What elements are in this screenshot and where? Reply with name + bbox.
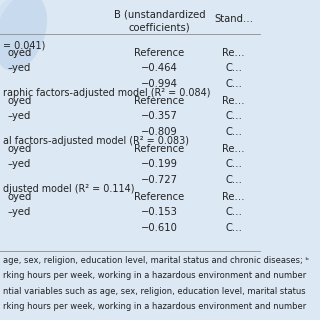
Text: −0.357: −0.357 bbox=[141, 111, 178, 121]
Text: rking hours per week, working in a hazardous environment and number: rking hours per week, working in a hazar… bbox=[3, 302, 306, 311]
Text: Re…: Re… bbox=[222, 96, 245, 106]
Text: −0.994: −0.994 bbox=[141, 78, 178, 89]
Text: raphic factors-adjusted model (R² = 0.084): raphic factors-adjusted model (R² = 0.08… bbox=[3, 88, 210, 98]
Text: al factors-adjusted model (R² = 0.083): al factors-adjusted model (R² = 0.083) bbox=[3, 136, 188, 146]
Text: oyed: oyed bbox=[8, 192, 32, 202]
Text: Re…: Re… bbox=[222, 192, 245, 202]
Text: Stand…: Stand… bbox=[214, 14, 253, 24]
Text: C…: C… bbox=[225, 174, 242, 185]
Text: oyed: oyed bbox=[8, 144, 32, 154]
Text: Reference: Reference bbox=[134, 48, 185, 58]
Text: age, sex, religion, education level, marital status and chronic diseases; ᵇ: age, sex, religion, education level, mar… bbox=[3, 256, 308, 265]
Text: Re…: Re… bbox=[222, 144, 245, 154]
Text: C…: C… bbox=[225, 207, 242, 217]
Text: –yed: –yed bbox=[8, 63, 31, 73]
Text: –yed: –yed bbox=[8, 159, 31, 169]
Text: −0.153: −0.153 bbox=[141, 207, 178, 217]
Text: rking hours per week, working in a hazardous environment and number: rking hours per week, working in a hazar… bbox=[3, 271, 306, 280]
Text: = 0.041): = 0.041) bbox=[3, 40, 45, 50]
Text: −0.464: −0.464 bbox=[141, 63, 178, 73]
Text: −0.809: −0.809 bbox=[141, 126, 178, 137]
Text: djusted model (R² = 0.114): djusted model (R² = 0.114) bbox=[3, 184, 134, 194]
Text: −0.199: −0.199 bbox=[141, 159, 178, 169]
Text: −0.610: −0.610 bbox=[141, 222, 178, 233]
Text: Reference: Reference bbox=[134, 192, 185, 202]
Text: B (unstandardized
coefficients): B (unstandardized coefficients) bbox=[114, 10, 205, 32]
Text: C…: C… bbox=[225, 63, 242, 73]
Text: C…: C… bbox=[225, 222, 242, 233]
Text: −0.727: −0.727 bbox=[141, 174, 178, 185]
Text: Re…: Re… bbox=[222, 48, 245, 58]
Text: –yed: –yed bbox=[8, 111, 31, 121]
Ellipse shape bbox=[0, 0, 32, 49]
Text: C…: C… bbox=[225, 111, 242, 121]
Text: Reference: Reference bbox=[134, 144, 185, 154]
Text: C…: C… bbox=[225, 78, 242, 89]
Text: –yed: –yed bbox=[8, 207, 31, 217]
Text: C…: C… bbox=[225, 126, 242, 137]
Text: oyed: oyed bbox=[8, 48, 32, 58]
Ellipse shape bbox=[0, 0, 47, 71]
Text: C…: C… bbox=[225, 159, 242, 169]
Text: oyed: oyed bbox=[8, 96, 32, 106]
Text: Reference: Reference bbox=[134, 96, 185, 106]
Text: ntial variables such as age, sex, religion, education level, marital status: ntial variables such as age, sex, religi… bbox=[3, 287, 305, 296]
